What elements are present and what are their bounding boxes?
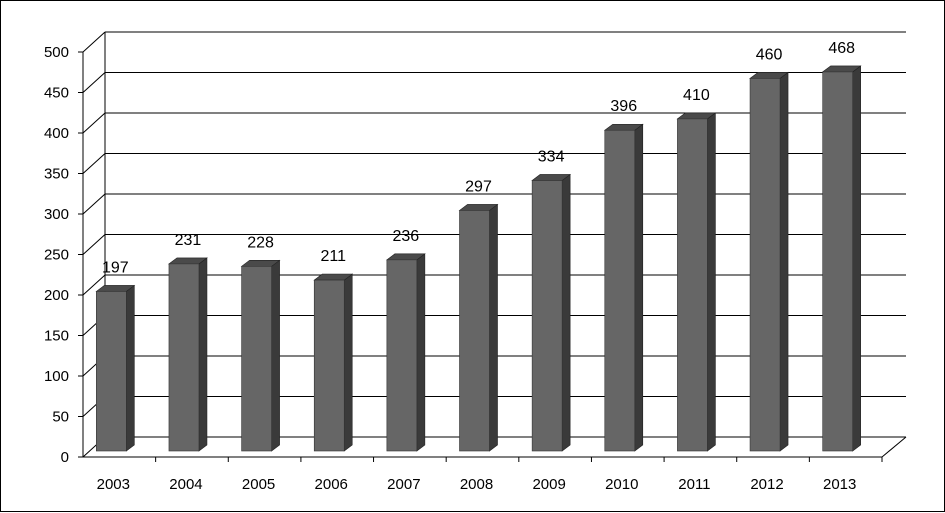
x-tick-label: 2009 — [532, 476, 565, 493]
bar — [531, 173, 572, 452]
bar-side — [779, 71, 789, 452]
y-tick-label: 100 — [44, 368, 69, 385]
side-gridline — [82, 112, 106, 134]
bar-front — [604, 129, 636, 452]
data-label: 228 — [247, 234, 274, 251]
data-label: 231 — [175, 232, 202, 249]
y-tick-label: 0 — [61, 449, 69, 466]
bar — [168, 257, 208, 452]
bar-side — [852, 65, 861, 452]
bar-front — [749, 78, 781, 452]
x-tick-label: 2012 — [750, 476, 783, 493]
x-tick-label: 2005 — [242, 476, 275, 493]
bar-side — [561, 173, 571, 452]
bar-front — [822, 71, 853, 452]
bar-front — [386, 259, 418, 452]
side-gridline — [82, 234, 106, 255]
bar-front — [677, 118, 708, 452]
x-tick-label: 2003 — [97, 476, 130, 493]
bar — [676, 112, 717, 452]
bar — [385, 253, 426, 452]
bar-front — [168, 263, 200, 452]
bar-side — [126, 284, 135, 452]
data-label: 211 — [320, 248, 346, 265]
x-tick-label: 2006 — [315, 476, 348, 493]
bar — [458, 203, 499, 452]
bar-front — [459, 210, 490, 452]
bar-side — [198, 257, 208, 452]
y-tick-label: 200 — [44, 287, 69, 304]
data-label: 410 — [683, 87, 710, 104]
data-label: 468 — [828, 40, 855, 57]
y-tick-label: 450 — [44, 85, 69, 102]
y-tick-label: 350 — [44, 166, 69, 183]
x-tick-label: 2008 — [460, 476, 493, 493]
bar — [240, 259, 281, 452]
x-tick-label: 2013 — [823, 476, 856, 493]
side-gridline — [82, 193, 106, 215]
side-gridline — [82, 274, 106, 296]
bar — [313, 273, 354, 452]
data-label: 197 — [102, 259, 129, 276]
bar — [749, 71, 789, 452]
y-tick-label: 400 — [44, 125, 69, 142]
side-gridline — [82, 72, 106, 93]
bar-side — [271, 259, 280, 452]
data-label: 396 — [610, 98, 637, 115]
data-label: 236 — [393, 228, 420, 245]
floor-edge — [881, 436, 907, 458]
bar-side — [634, 123, 644, 452]
data-labels: 197 231 228 211 236 297 334 396 410 460 468 — [102, 40, 855, 277]
bar-side — [416, 253, 426, 452]
bar-front — [96, 291, 127, 452]
bar-front — [313, 279, 345, 452]
bar-front — [531, 180, 563, 452]
x-tick-label: 2004 — [169, 476, 202, 493]
x-tick-label: 2007 — [387, 476, 420, 493]
y-tick-label: 150 — [44, 328, 69, 345]
y-tick-label: 250 — [44, 247, 69, 264]
data-label: 460 — [756, 46, 783, 63]
bar — [821, 65, 862, 452]
data-label: 297 — [465, 178, 492, 195]
y-tick-label: 500 — [44, 44, 69, 61]
side-gridline — [82, 153, 106, 174]
bar — [95, 284, 136, 452]
y-tick-label: 50 — [52, 409, 69, 426]
y-tick-label: 300 — [44, 206, 69, 223]
bar-side — [343, 273, 353, 452]
bar-side — [707, 112, 716, 452]
bars — [95, 65, 862, 452]
bar — [603, 123, 644, 452]
bar-side — [489, 203, 498, 452]
x-tick-label: 2010 — [605, 476, 638, 493]
tick-labels: 0 50 100 150 200 250 300 350 400 450 500 2003 2004 20… — [44, 44, 856, 493]
bar-front — [241, 266, 272, 452]
x-tick-label: 2011 — [678, 476, 710, 493]
data-label: 334 — [538, 148, 565, 165]
side-gridline — [82, 31, 106, 53]
